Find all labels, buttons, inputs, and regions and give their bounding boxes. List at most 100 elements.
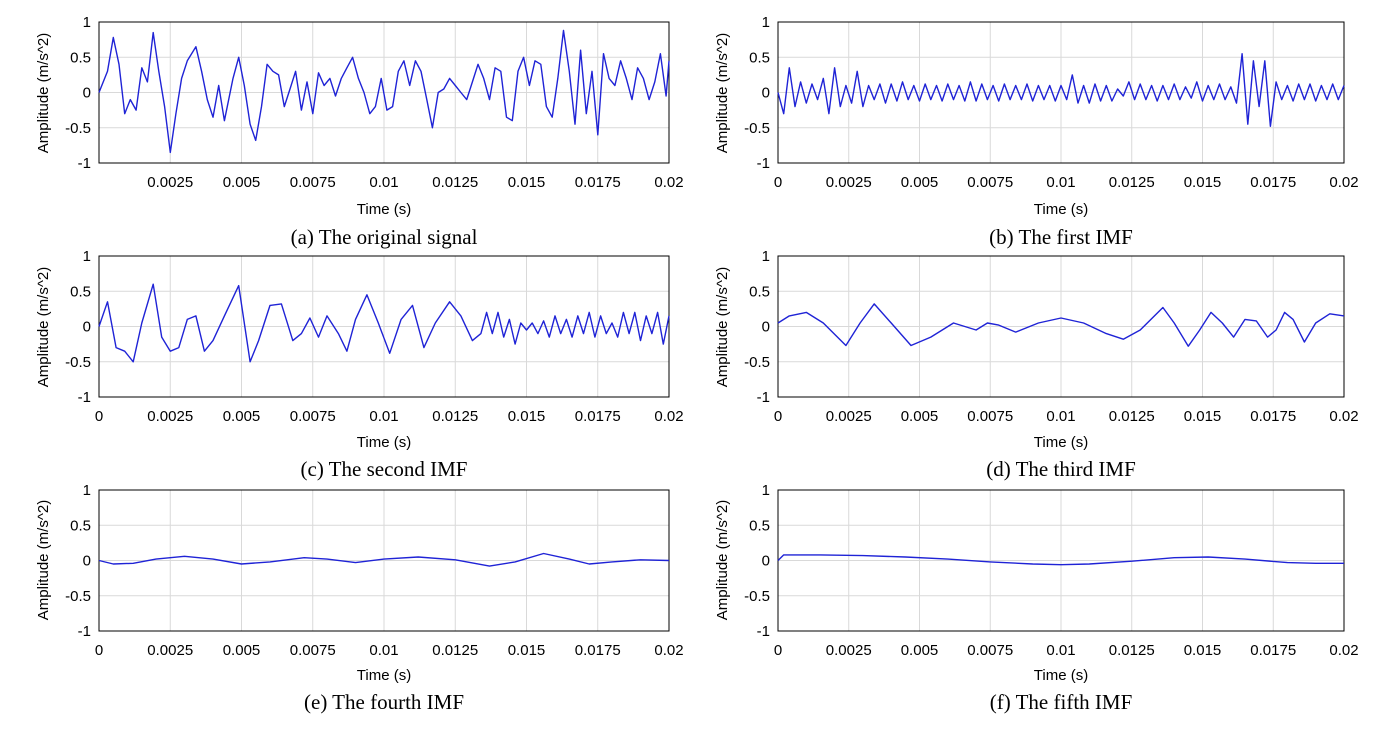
ytick-label: 1 (83, 14, 91, 31)
xtick-label: 0.01 (369, 408, 398, 425)
ytick-label: -0.5 (65, 354, 91, 371)
xtick-label: 0.015 (508, 642, 546, 659)
ytick-label: 0 (762, 553, 770, 570)
xtick-label: 0.005 (901, 642, 939, 659)
ytick-label: -1 (78, 155, 91, 172)
xtick-label: 0.005 (223, 642, 261, 659)
xtick-label: 0.0175 (575, 408, 621, 425)
ytick-label: -0.5 (744, 588, 770, 605)
xtick-label: 0.0075 (290, 642, 336, 659)
xtick-label: 0.02 (654, 642, 683, 659)
xlabel-a: Time (s) (357, 201, 411, 218)
xtick-label: 0.01 (1046, 174, 1075, 191)
caption-a: (a) The original signal (291, 225, 478, 249)
xtick-label: 0.02 (654, 408, 683, 425)
xtick-label: 0.005 (901, 408, 939, 425)
xtick-label: 0.0125 (1109, 174, 1155, 191)
caption-b: (b) The first IMF (989, 225, 1133, 249)
ytick-label: 1 (83, 482, 91, 499)
xtick-label: 0.0125 (432, 174, 478, 191)
ytick-label: -1 (78, 389, 91, 406)
xtick-label: 0.0075 (967, 174, 1013, 191)
xlabel-f: Time (s) (1034, 667, 1088, 684)
series-line-e (98, 552, 670, 567)
panel-c: 10.50-0.5-10 0.0025 0.005 0.0075 0.01 0.0125 0… (65, 248, 683, 425)
ylabel-a: Amplitude (m/s^2) (35, 33, 52, 153)
xtick-label: 0.005 (223, 174, 261, 191)
series-line-b (777, 53, 1345, 128)
xtick-label: 0.0075 (967, 642, 1013, 659)
caption-c: (c) The second IMF (301, 457, 468, 481)
ytick-label: 0 (83, 553, 91, 570)
xtick-label: 0.0125 (1109, 408, 1155, 425)
ytick-label: -0.5 (65, 120, 91, 137)
ytick-label: 0 (762, 319, 770, 336)
xtick-label: 0.01 (369, 174, 398, 191)
ytick-label: 0 (83, 319, 91, 336)
caption-f: (f) The fifth IMF (990, 690, 1133, 714)
xtick-label: 0.0075 (290, 408, 336, 425)
ytick-label: 0.5 (70, 517, 91, 534)
ytick-label: 1 (762, 482, 770, 499)
ylabel-e: Amplitude (m/s^2) (35, 500, 52, 620)
xtick-label: 0.0175 (575, 642, 621, 659)
ytick-label: -1 (757, 389, 770, 406)
ytick-label: -1 (757, 155, 770, 172)
xtick-label: 0.015 (1184, 408, 1222, 425)
series-line-a (98, 29, 670, 154)
ytick-label: 1 (762, 248, 770, 265)
panel-b: 10.50-0.5-10 0.0025 0.005 0.0075 0.01 0.0125 0… (744, 14, 1358, 191)
xtick-label: 0.0125 (432, 642, 478, 659)
ytick-label: 0 (762, 85, 770, 102)
xtick-label: 0.02 (654, 174, 683, 191)
xtick-label: 0.0125 (432, 408, 478, 425)
ytick-label: -0.5 (744, 120, 770, 137)
ytick-label: 1 (83, 248, 91, 265)
series-line-d (777, 303, 1345, 347)
ytick-label: 0.5 (70, 49, 91, 66)
xtick-label: 0.0175 (1250, 642, 1296, 659)
xlabel-e: Time (s) (357, 667, 411, 684)
xtick-label: 0.0025 (826, 408, 872, 425)
xtick-label: 0.005 (901, 174, 939, 191)
ylabel-f: Amplitude (m/s^2) (714, 500, 731, 620)
ytick-label: -1 (78, 623, 91, 640)
xtick-label: 0 (774, 408, 782, 425)
ytick-label: -0.5 (744, 354, 770, 371)
xtick-label: 0.0025 (147, 642, 193, 659)
panel-e: 10.50-0.5-10 0.0025 0.005 0.0075 0.01 0.0125 0… (65, 482, 683, 659)
xtick-label: 0.0075 (967, 408, 1013, 425)
xtick-label: 0.005 (223, 408, 261, 425)
xtick-label: 0.02 (1329, 642, 1358, 659)
xtick-label: 0.0025 (826, 642, 872, 659)
panel-d: 10.50-0.5-10 0.0025 0.005 0.0075 0.01 0.0125 0… (744, 248, 1358, 425)
xtick-label: 0 (774, 174, 782, 191)
xtick-label: 0.015 (1184, 174, 1222, 191)
xtick-label: 0.02 (1329, 174, 1358, 191)
ytick-label: -1 (757, 623, 770, 640)
xtick-label: 0.0175 (575, 174, 621, 191)
ytick-label: 0.5 (749, 517, 770, 534)
ytick-label: 0.5 (749, 49, 770, 66)
xtick-label: 0.0175 (1250, 174, 1296, 191)
xtick-label: 0.02 (1329, 408, 1358, 425)
ytick-label: 0.5 (70, 283, 91, 300)
xtick-label: 0 (95, 642, 103, 659)
xlabel-d: Time (s) (1034, 434, 1088, 451)
panel-a: 1 0.5 0 -0.5 -1 0.0025 0.005 0.0075 0.01 0.0125 0.… (65, 14, 683, 191)
xlabel-c: Time (s) (357, 434, 411, 451)
xtick-label: 0 (95, 408, 103, 425)
series-line-f (777, 554, 1344, 566)
ylabel-d: Amplitude (m/s^2) (714, 267, 731, 387)
xtick-label: 0.015 (508, 174, 546, 191)
xtick-label: 0.0025 (147, 174, 193, 191)
xtick-label: 0.015 (508, 408, 546, 425)
xtick-label: 0.0075 (290, 174, 336, 191)
xtick-label: 0.0175 (1250, 408, 1296, 425)
series-line-c (98, 283, 670, 363)
xtick-label: 0.01 (369, 642, 398, 659)
caption-d: (d) The third IMF (986, 457, 1136, 481)
ylabel-c: Amplitude (m/s^2) (35, 267, 52, 387)
ytick-label: -0.5 (65, 588, 91, 605)
